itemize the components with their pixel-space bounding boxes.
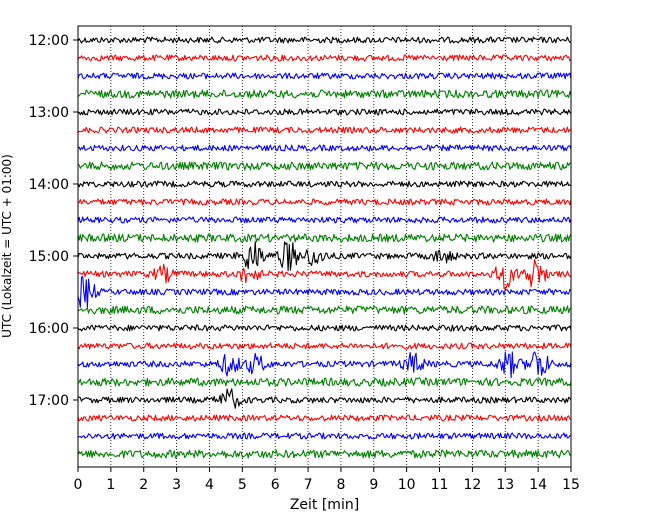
trace-1700 — [77, 388, 572, 409]
trace-1230 — [77, 72, 572, 80]
trace-1315 — [77, 126, 572, 134]
trace-1300 — [77, 108, 572, 116]
y-tick-label: 13:00 — [29, 105, 69, 121]
x-tick-label: 6 — [271, 477, 280, 493]
x-tick-label: 5 — [238, 477, 247, 493]
x-tick-label: 9 — [369, 477, 378, 493]
trace-1200 — [77, 36, 572, 44]
plot-frame — [77, 25, 572, 468]
x-tick-label: 15 — [562, 477, 580, 493]
y-tick-label: 17:00 — [29, 393, 69, 409]
x-tick-label: 2 — [139, 477, 148, 493]
trace-1715 — [77, 414, 572, 422]
trace-1645 — [77, 377, 572, 387]
trace-1730 — [77, 432, 572, 440]
y-tick-label: 15:00 — [29, 249, 69, 265]
y-tick-label: 16:00 — [29, 321, 69, 337]
x-tick-label: 10 — [398, 477, 416, 493]
x-tick-label: 12 — [463, 477, 481, 493]
x-tick-label: 0 — [74, 477, 83, 493]
trace-1515 — [77, 259, 572, 290]
trace-1500 — [77, 241, 572, 272]
trace-1600 — [77, 324, 572, 332]
x-tick-label: 11 — [431, 477, 449, 493]
y-tick-label: 12:00 — [29, 33, 69, 49]
traces — [77, 36, 572, 459]
y-axis-title: UTC (Lokalzeit = UTC + 01:00) — [0, 154, 14, 338]
trace-1745 — [77, 449, 572, 459]
x-tick-label: 13 — [496, 477, 514, 493]
trace-1530 — [77, 276, 572, 309]
trace-1445 — [77, 233, 572, 243]
trace-1545 — [77, 305, 572, 315]
x-tick-label: 4 — [205, 477, 214, 493]
x-tick-label: 3 — [172, 477, 181, 493]
trace-1615 — [77, 342, 572, 350]
trace-1415 — [77, 198, 572, 206]
x-tick-label: 8 — [336, 477, 345, 493]
trace-1245 — [77, 89, 572, 99]
trace-1630 — [77, 351, 572, 379]
trace-1400 — [77, 180, 572, 188]
plot-area — [78, 26, 571, 467]
x-axis-title: Zeit [min] — [290, 497, 359, 513]
y-axis: 12:00 13:00 14:00 15:00 16:00 17:00 — [29, 33, 78, 409]
trace-1345 — [77, 161, 572, 171]
x-axis: 0 1 2 3 4 5 6 7 8 9 10 11 12 13 14 15 — [74, 467, 580, 493]
x-tick-label: 7 — [304, 477, 313, 493]
y-tick-label: 14:00 — [29, 177, 69, 193]
trace-1215 — [77, 54, 572, 62]
x-tick-label: 14 — [529, 477, 547, 493]
trace-1430 — [77, 216, 572, 224]
trace-1330 — [77, 144, 572, 152]
x-tick-label: 1 — [106, 477, 115, 493]
